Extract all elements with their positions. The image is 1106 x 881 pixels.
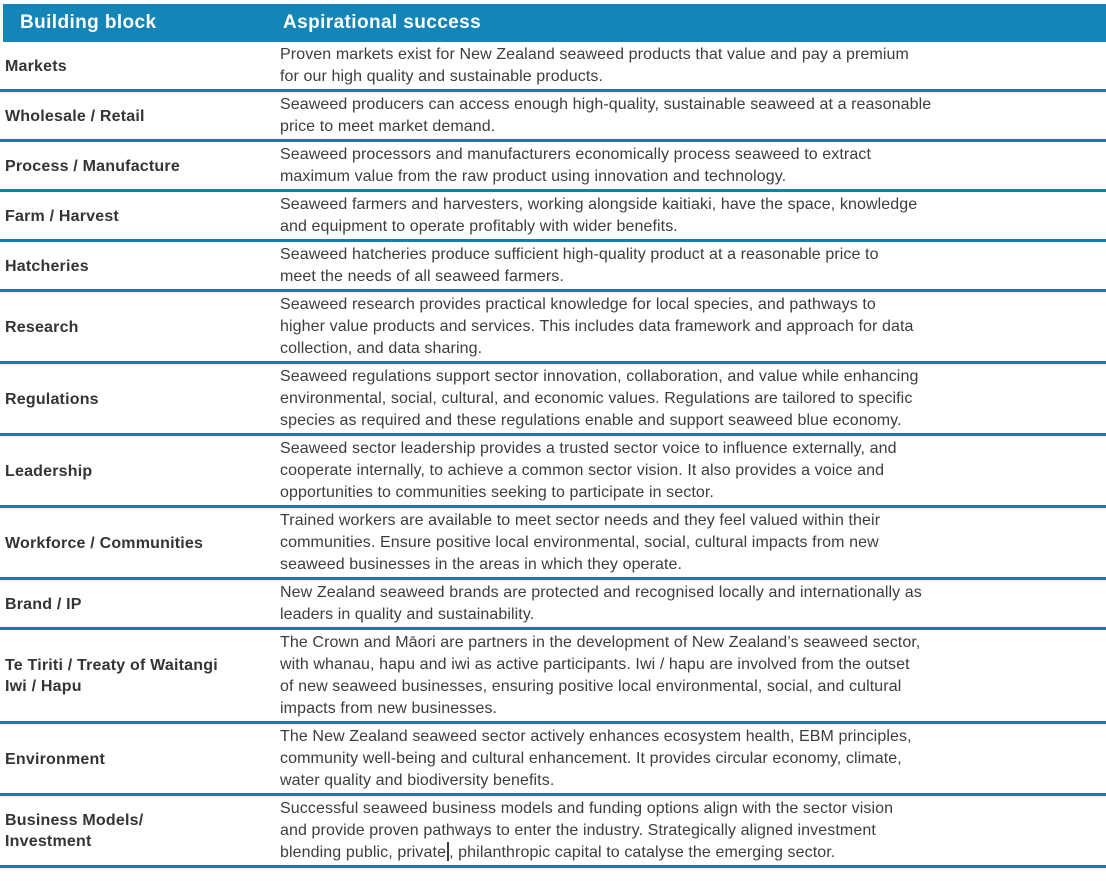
- table-row: Workforce / Communities Trained workers …: [0, 508, 1106, 580]
- aspirational-success-text[interactable]: Seaweed regulations support sector innov…: [280, 368, 919, 429]
- column-header-aspirational-success: Aspirational success: [283, 12, 482, 33]
- building-block-label: Te Tiriti / Treaty of Waitangi Iwi / Hap…: [5, 657, 218, 695]
- table-row: Research Seaweed research provides pract…: [0, 292, 1106, 364]
- aspirational-success-text[interactable]: Seaweed farmers and harvesters, working …: [280, 196, 918, 235]
- text-before-cursor: Successful seaweed business models and f…: [280, 800, 894, 861]
- aspirational-success-text[interactable]: Seaweed research provides practical know…: [280, 296, 914, 357]
- table-row: Markets Proven markets exist for New Zea…: [0, 42, 1106, 92]
- aspirational-success-text[interactable]: Seaweed sector leadership provides a tru…: [280, 440, 897, 501]
- table-row: Regulations Seaweed regulations support …: [0, 364, 1106, 436]
- table-row: Hatcheries Seaweed hatcheries produce su…: [0, 242, 1106, 292]
- table-row: Te Tiriti / Treaty of Waitangi Iwi / Hap…: [0, 630, 1106, 724]
- table-row: Business Models/ Investment Successful s…: [0, 796, 1106, 868]
- table-row: Farm / Harvest Seaweed farmers and harve…: [0, 192, 1106, 242]
- table-body: Markets Proven markets exist for New Zea…: [0, 42, 1106, 868]
- table-row: Wholesale / Retail Seaweed producers can…: [0, 92, 1106, 142]
- building-block-label: Regulations: [5, 390, 99, 408]
- table-header-row: Building block Aspirational success: [3, 4, 1106, 42]
- text-cursor: [447, 842, 450, 861]
- building-block-label: Farm / Harvest: [5, 207, 119, 225]
- aspirational-success-text[interactable]: The New Zealand seaweed sector actively …: [280, 728, 912, 789]
- table-row: Environment The New Zealand seaweed sect…: [0, 724, 1106, 796]
- text-after-cursor: , philanthropic capital to catalyse the …: [449, 844, 836, 861]
- aspirational-success-text[interactable]: Proven markets exist for New Zealand sea…: [280, 46, 909, 85]
- aspirational-success-text[interactable]: Seaweed hatcheries produce sufficient hi…: [280, 246, 879, 285]
- table-row: Leadership Seaweed sector leadership pro…: [0, 436, 1106, 508]
- building-block-label: Brand / IP: [5, 595, 82, 613]
- building-block-label: Business Models/ Investment: [5, 812, 144, 850]
- building-block-label: Workforce / Communities: [5, 534, 204, 552]
- aspirational-success-text[interactable]: Trained workers are available to meet se…: [280, 512, 881, 573]
- table-row: Brand / IP New Zealand seaweed brands ar…: [0, 580, 1106, 630]
- building-block-label: Research: [5, 318, 79, 336]
- aspirational-success-text[interactable]: New Zealand seaweed brands are protected…: [280, 584, 922, 623]
- aspirational-success-text[interactable]: Seaweed processors and manufacturers eco…: [280, 146, 872, 185]
- building-block-label: Markets: [5, 57, 67, 75]
- building-block-label: Environment: [5, 750, 105, 768]
- column-header-building-block: Building block: [20, 12, 157, 33]
- table-row: Process / Manufacture Seaweed processors…: [0, 142, 1106, 192]
- aspirational-success-text[interactable]: The Crown and Māori are partners in the …: [280, 634, 921, 717]
- building-block-label: Hatcheries: [5, 257, 89, 275]
- aspirational-success-text[interactable]: Seaweed producers can access enough high…: [280, 96, 932, 135]
- building-block-label: Process / Manufacture: [5, 157, 180, 175]
- building-blocks-table: Building block Aspirational success Mark…: [0, 4, 1106, 868]
- building-block-label: Wholesale / Retail: [5, 107, 145, 125]
- aspirational-success-text[interactable]: Successful seaweed business models and f…: [277, 798, 1106, 864]
- building-block-label: Leadership: [5, 462, 93, 480]
